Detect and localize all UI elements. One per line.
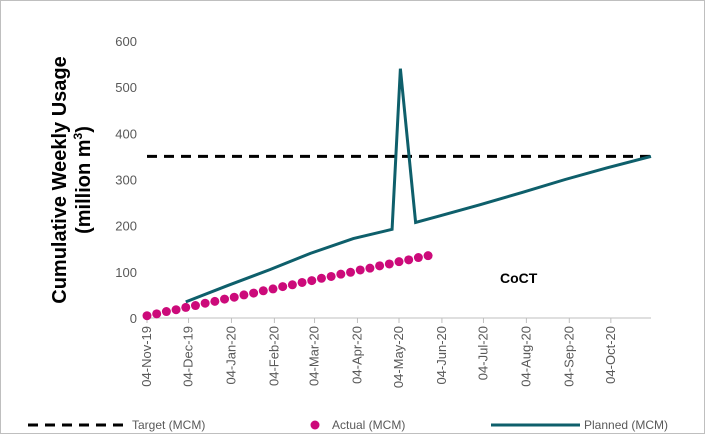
legend-label-actual: Actual (MCM) [332, 418, 405, 432]
y-tick-label: 500 [115, 80, 137, 95]
y-tick-label: 100 [115, 265, 137, 280]
series-planned [185, 68, 652, 304]
actual-point [404, 255, 414, 265]
actual-point [229, 292, 239, 302]
x-tick-label: 04-Sep-20 [561, 326, 576, 387]
actual-point [249, 288, 259, 298]
y-axis-title: Cumulative Weekly Usage (million m3) [49, 56, 95, 304]
x-axis: 04-Nov-19 04-Dec-19 04-Jan-20 04-Feb-20 04-M… [139, 318, 618, 388]
y-tick-label: 600 [115, 34, 137, 49]
x-tick-label: 04-May-20 [391, 326, 406, 388]
actual-point [326, 271, 336, 281]
y-tick-label: 0 [130, 311, 137, 326]
legend: Target (MCM) Actual (MCM) Planned (MCM) [28, 418, 668, 432]
x-tick-label: 04-Mar-20 [307, 326, 322, 386]
x-tick-label: 04-Jan-20 [223, 326, 238, 385]
actual-point [307, 276, 317, 286]
x-tick-label: 04-Dec-19 [181, 326, 196, 387]
actual-point [258, 286, 268, 296]
actual-point [142, 311, 152, 321]
actual-point [355, 265, 365, 275]
actual-point [336, 269, 346, 279]
actual-point [297, 277, 307, 287]
y-axis-title-line1: Cumulative Weekly Usage [49, 56, 71, 304]
actual-point [365, 263, 375, 273]
y-axis: 0 100 200 300 400 500 600 [115, 34, 137, 326]
x-tick-label: 04-Nov-19 [139, 326, 154, 387]
actual-point [423, 251, 433, 261]
legend-label-target: Target (MCM) [132, 418, 205, 432]
actual-point [239, 290, 249, 300]
actual-point [384, 259, 394, 269]
y-tick-label: 200 [115, 219, 137, 234]
actual-point [152, 309, 162, 319]
actual-point [413, 253, 423, 263]
x-tick-label: 04-Feb-20 [266, 326, 281, 386]
x-tick-label: 04-Jun-20 [434, 326, 449, 385]
legend-label-planned: Planned (MCM) [584, 418, 668, 432]
actual-point [181, 302, 191, 312]
x-tick-label: 04-Aug-20 [518, 326, 533, 387]
actual-point [278, 282, 288, 292]
actual-point [268, 284, 278, 294]
x-tick-label: 04-Oct-20 [603, 326, 618, 384]
x-tick-label: 04-Jul-20 [475, 326, 490, 380]
planned-line [185, 68, 652, 304]
series-actual [142, 251, 433, 321]
actual-point [190, 301, 200, 311]
y-axis-title-line2: (million m3) [71, 126, 95, 234]
y-tick-label: 300 [115, 173, 137, 188]
actual-point [200, 298, 210, 308]
actual-point [287, 280, 297, 290]
x-tick-label: 04-Apr-20 [349, 326, 364, 384]
actual-point [316, 273, 326, 283]
actual-point [171, 305, 181, 315]
legend-swatch-actual [310, 420, 320, 430]
actual-point [161, 307, 171, 317]
actual-point [394, 257, 404, 267]
y-tick-label: 400 [115, 126, 137, 141]
coct-annotation: CoCT [500, 270, 538, 286]
actual-point [210, 296, 220, 306]
actual-point [220, 294, 230, 304]
actual-point [346, 267, 356, 277]
actual-point [375, 261, 385, 271]
